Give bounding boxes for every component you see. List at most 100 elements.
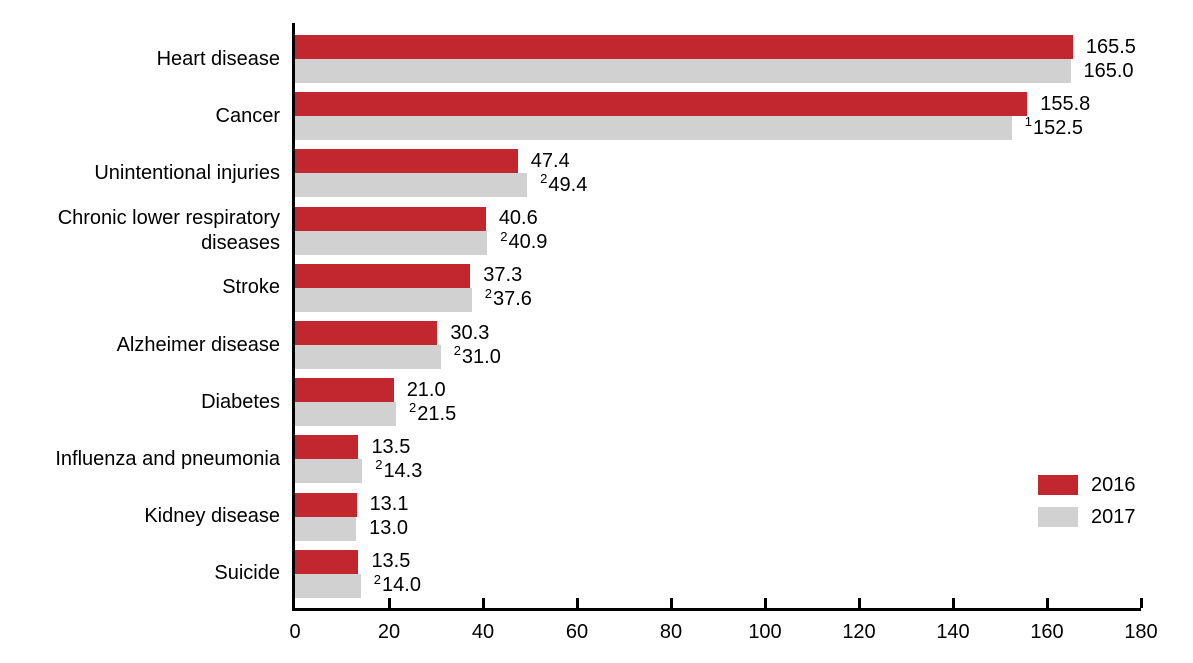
value-label: 13.5 — [371, 435, 410, 459]
value-text: 47.4 — [530, 149, 570, 172]
bar-2017 — [295, 402, 397, 427]
value-text: 40.9 — [508, 231, 548, 254]
bar-2016 — [295, 435, 359, 460]
tick-label: 140 — [936, 621, 970, 643]
bar-2016 — [295, 321, 438, 345]
value-label: 165.5 — [1086, 35, 1136, 59]
category-label: Cancer — [215, 104, 280, 127]
value-label: 47.4 — [531, 149, 570, 173]
tick-mark — [1045, 598, 1049, 608]
legend-label-2017: 2017 — [1091, 506, 1136, 528]
tick-mark — [1139, 598, 1143, 608]
bar-2017 — [295, 59, 1071, 83]
tick-mark — [387, 598, 391, 608]
value-text: 30.3 — [450, 321, 490, 344]
tick-mark — [951, 598, 955, 608]
value-label: 40.6 — [499, 207, 538, 231]
value-label: 37.3 — [483, 264, 522, 288]
category-axis: Heart disease Cancer Unintentional injurie… — [20, 23, 280, 610]
value-text: 13.5 — [371, 435, 411, 458]
category-label: Influenza and pneumonia — [55, 447, 280, 470]
tick-label: 100 — [748, 621, 782, 643]
x-axis-line — [292, 608, 1141, 611]
legend-label-2016: 2016 — [1091, 474, 1136, 496]
y-axis-line — [292, 23, 295, 611]
tick-label: 60 — [565, 621, 589, 643]
bar-2016 — [295, 263, 471, 288]
category-label: Kidney disease — [144, 505, 280, 528]
bar-2017 — [295, 345, 441, 369]
tick-label: 160 — [1030, 621, 1064, 643]
x-tick-labels: 0 20 40 60 80 100 120 140 160 180 — [289, 620, 1157, 646]
value-text: 13.5 — [371, 550, 411, 573]
value-text: 14.3 — [383, 459, 423, 482]
category-label: Unintentional injuries — [94, 161, 280, 184]
bar-2016 — [295, 92, 1028, 117]
bar-2016 — [295, 149, 518, 174]
value-text: 37.6 — [492, 288, 532, 311]
bar-2017 — [295, 287, 472, 312]
category-label: Alzheimer disease — [116, 333, 280, 356]
value-label: 13.5 — [371, 550, 410, 574]
value-text: 21.5 — [417, 402, 457, 425]
value-label: 2 14.3 — [375, 457, 423, 482]
bar-2016 — [295, 35, 1073, 59]
value-label: 13.0 — [369, 517, 408, 541]
tick-label: 40 — [471, 621, 495, 643]
tick-mark — [857, 598, 861, 608]
bar-2016 — [295, 492, 357, 517]
category-label: Diabetes — [201, 390, 280, 413]
value-text: 21.0 — [406, 378, 446, 401]
value-text: 13.1 — [369, 493, 409, 516]
legend-swatch-2017 — [1038, 507, 1078, 527]
tick-mark — [575, 598, 579, 608]
value-label: 1 152.5 — [1024, 114, 1084, 139]
value-label: 165.0 — [1084, 59, 1134, 83]
value-text: 49.4 — [548, 173, 588, 196]
value-text: 13.0 — [369, 517, 409, 540]
bar-2017 — [295, 573, 361, 598]
tick-label: 180 — [1124, 621, 1158, 643]
value-label: 2 37.6 — [484, 285, 532, 311]
legend-item-2017: 2017 — [1038, 507, 1136, 527]
value-label: 13.1 — [370, 493, 409, 517]
tick-label: 80 — [659, 621, 683, 643]
value-label: 2 14.0 — [373, 571, 421, 597]
value-text: 165.0 — [1083, 59, 1134, 82]
bar-2017 — [295, 516, 357, 541]
tick-mark — [669, 598, 673, 608]
legend-swatch-2016 — [1038, 475, 1078, 495]
value-text: 155.8 — [1040, 92, 1091, 115]
legend: 2016 2017 — [1038, 475, 1136, 527]
tick-label: 20 — [377, 621, 401, 643]
value-label: 2 49.4 — [540, 171, 588, 196]
category-label: Chronic lower respiratory diseases — [57, 206, 280, 254]
tick-mark — [481, 598, 485, 608]
value-label: 21.0 — [407, 378, 446, 402]
plot-area: 165.5 165.0 155.8 1 152.5 47.4 2 49.4 40.6 2 40.9 3… — [295, 23, 1141, 608]
bar-2017 — [295, 173, 528, 198]
bar-2017 — [295, 116, 1012, 141]
value-text: 37.3 — [483, 264, 523, 287]
value-text: 14.0 — [382, 574, 421, 597]
value-label: 30.3 — [450, 321, 489, 345]
category-label: Stroke — [222, 276, 280, 299]
value-label: 2 40.9 — [500, 228, 548, 254]
value-label: 155.8 — [1040, 92, 1090, 116]
category-label: Heart disease — [156, 47, 280, 70]
bar-2016 — [295, 549, 359, 574]
bar-2016 — [295, 378, 394, 403]
tick-label: 0 — [289, 621, 301, 643]
tick-label: 120 — [842, 621, 876, 643]
value-text: 165.5 — [1085, 35, 1136, 58]
bar-2017 — [295, 230, 488, 255]
value-label: 2 31.0 — [453, 343, 501, 368]
value-text: 40.6 — [498, 207, 538, 230]
category-label: Suicide — [214, 562, 280, 585]
legend-item-2016: 2016 — [1038, 475, 1136, 495]
value-label: 2 21.5 — [409, 400, 457, 425]
bar-2016 — [295, 206, 486, 231]
value-text: 152.5 — [1032, 116, 1084, 139]
tick-mark — [763, 598, 767, 608]
